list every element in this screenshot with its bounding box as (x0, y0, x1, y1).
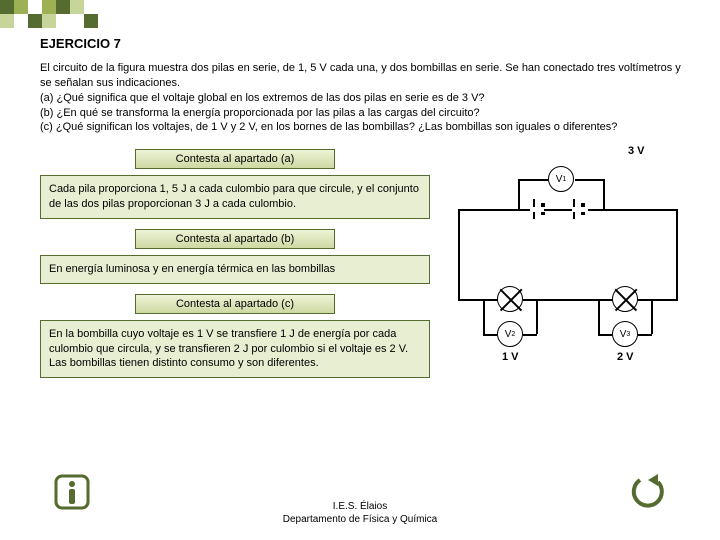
header-decoration (0, 0, 200, 30)
answer-a-button[interactable]: Contesta al apartado (a) (135, 149, 335, 169)
voltmeter-v3: V3 (612, 321, 638, 347)
voltmeter-v1: V1 (548, 166, 574, 192)
bulb-left (497, 286, 523, 312)
bulb-right (612, 286, 638, 312)
answer-b-button[interactable]: Contesta al apartado (b) (135, 229, 335, 249)
label-3v: 3 V (628, 145, 645, 157)
answer-c-text: En la bombilla cuyo voltaje es 1 V se tr… (40, 320, 430, 379)
answer-a-text: Cada pila proporciona 1, 5 J a cada culo… (40, 175, 430, 219)
circuit-diagram: 3 V (448, 149, 688, 379)
problem-a: (a) ¿Qué significa que el voltaje global… (40, 92, 485, 104)
label-1v: 1 V (502, 351, 519, 363)
problem-statement: El circuito de la figura muestra dos pil… (40, 61, 690, 135)
problem-intro: El circuito de la figura muestra dos pil… (40, 62, 681, 89)
problem-b: (b) ¿En qué se transforma la energía pro… (40, 107, 480, 119)
answer-c-button[interactable]: Contesta al apartado (c) (135, 294, 335, 314)
voltmeter-v2: V2 (497, 321, 523, 347)
footer: I.E.S. Élaios Departamento de Física y Q… (0, 500, 720, 526)
problem-c: (c) ¿Qué significan los voltajes, de 1 V… (40, 121, 617, 133)
label-2v: 2 V (617, 351, 634, 363)
footer-line1: I.E.S. Élaios (0, 500, 720, 513)
answer-b-text: En energía luminosa y en energía térmica… (40, 255, 430, 284)
exercise-title: EJERCICIO 7 (40, 36, 690, 51)
footer-line2: Departamento de Física y Química (0, 513, 720, 526)
